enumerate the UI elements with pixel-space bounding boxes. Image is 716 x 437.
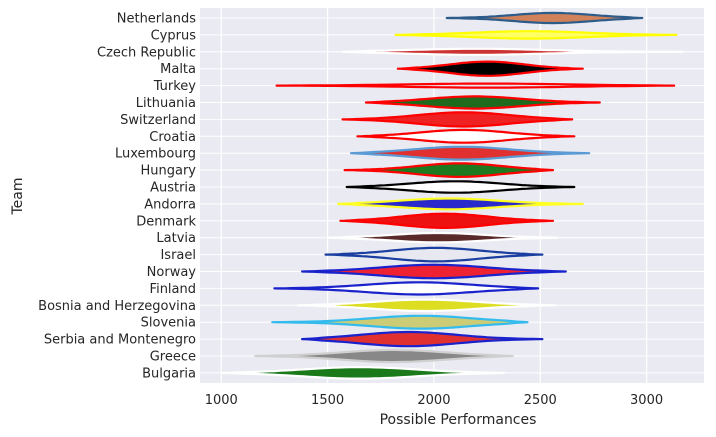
y-tick-label: Luxembourg (115, 147, 196, 162)
y-tick-label: Serbia and Montenegro (44, 333, 196, 348)
violin-shape (345, 180, 576, 194)
y-tick-label: Denmark (136, 214, 196, 229)
x-tick-label: 2500 (524, 393, 557, 408)
y-tick-label: Netherlands (117, 12, 196, 27)
y-tick-label: Croatia (149, 130, 196, 145)
y-tick-label: Lithuania (136, 96, 196, 111)
violin-shape (445, 11, 644, 25)
violin-shape (301, 330, 544, 348)
violin-shape (396, 60, 584, 77)
y-tick-label: Andorra (144, 197, 196, 212)
y-tick-label: Greece (150, 350, 196, 365)
violin-shape (301, 263, 567, 280)
violin-shape (394, 30, 678, 40)
y-tick-label: Cyprus (151, 28, 197, 43)
violin-shape (343, 162, 555, 178)
y-tick-label: Austria (150, 181, 196, 196)
y-tick-label: Finland (150, 282, 196, 297)
violin-shape (324, 246, 544, 263)
violin-shape (337, 197, 584, 211)
y-tick-label: Malta (160, 62, 196, 77)
x-tick-labels: 1000 1500 2000 2500 3000 (205, 393, 663, 408)
x-axis-title: Possible Performances (380, 412, 537, 428)
violin-shape (326, 231, 559, 244)
y-tick-label: Bulgaria (142, 366, 196, 381)
x-tick-label: 3000 (630, 393, 663, 408)
y-tick-label: Slovenia (141, 316, 196, 331)
violin-shape (254, 348, 514, 364)
x-tick-label: 1000 (205, 393, 238, 408)
violin-shape (349, 145, 591, 161)
violin-shape (271, 314, 529, 330)
violin-shape (275, 82, 676, 89)
x-tick-label: 2000 (417, 393, 450, 408)
y-axis-title: Team (10, 177, 26, 215)
violins (220, 11, 684, 380)
y-tick-label: Norway (147, 265, 197, 280)
violin-shape (341, 47, 684, 56)
violin-shape (339, 212, 555, 229)
y-tick-label: Turkey (153, 79, 197, 94)
violin-shape (296, 298, 557, 313)
x-tick-label: 1500 (311, 393, 344, 408)
y-tick-label: Switzerland (120, 113, 196, 128)
violin-shape (364, 95, 601, 110)
violin-shape (273, 281, 540, 296)
y-tick-label: Israel (160, 248, 196, 263)
violin-shape (341, 111, 574, 128)
y-tick-label: Hungary (140, 164, 196, 179)
y-tick-label: Czech Republic (97, 45, 196, 60)
y-tick-label: Latvia (156, 231, 196, 246)
violin-shape (356, 128, 576, 144)
violin-shape (220, 366, 506, 380)
y-tick-label: Bosnia and Herzegovina (38, 299, 196, 314)
